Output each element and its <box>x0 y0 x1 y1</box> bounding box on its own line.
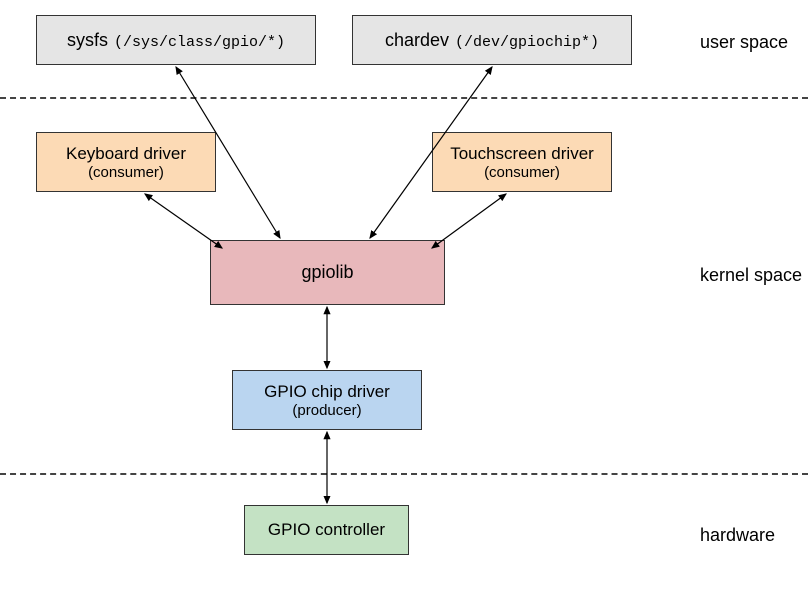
node-chardev-code: (/dev/gpiochip*) <box>455 34 599 51</box>
node-keyboard-sub: (consumer) <box>88 164 164 181</box>
node-gpiochip-sub: (producer) <box>292 402 361 419</box>
divider-kernel-hardware <box>0 473 808 475</box>
label-hardware: hardware <box>700 525 775 546</box>
label-kernel-space: kernel space <box>700 265 802 286</box>
label-user-space: user space <box>700 32 788 53</box>
node-gpio-chip-driver: GPIO chip driver (producer) <box>232 370 422 430</box>
node-controller-label: GPIO controller <box>268 520 385 540</box>
node-chardev: chardev (/dev/gpiochip*) <box>352 15 632 65</box>
node-gpiolib-label: gpiolib <box>301 262 353 283</box>
node-gpio-controller: GPIO controller <box>244 505 409 555</box>
node-touchscreen-driver: Touchscreen driver (consumer) <box>432 132 612 192</box>
node-touchscreen-label: Touchscreen driver <box>450 144 594 164</box>
node-sysfs-label: sysfs <box>67 30 108 51</box>
node-gpiolib: gpiolib <box>210 240 445 305</box>
node-chardev-label: chardev <box>385 30 449 51</box>
node-keyboard-label: Keyboard driver <box>66 144 186 164</box>
node-sysfs-code: (/sys/class/gpio/*) <box>114 34 285 51</box>
node-keyboard-driver: Keyboard driver (consumer) <box>36 132 216 192</box>
divider-user-kernel <box>0 97 808 99</box>
node-gpiochip-label: GPIO chip driver <box>264 382 390 402</box>
node-touchscreen-sub: (consumer) <box>484 164 560 181</box>
node-sysfs: sysfs (/sys/class/gpio/*) <box>36 15 316 65</box>
